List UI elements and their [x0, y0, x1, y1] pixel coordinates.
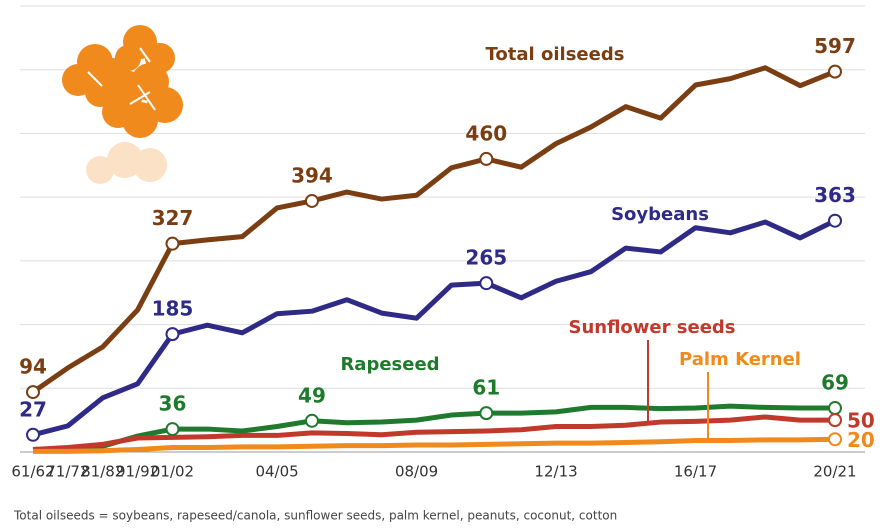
- point-marker: [26, 427, 40, 442]
- value-label: 49: [298, 383, 326, 407]
- point-marker: [304, 413, 319, 428]
- x-tick-label: 71/72: [46, 463, 89, 481]
- x-tick-label: 61/62: [11, 463, 54, 481]
- value-label: 94: [19, 355, 47, 379]
- point-marker: [479, 406, 494, 421]
- series-name: Rapeseed: [340, 354, 439, 375]
- point-marker: [828, 213, 842, 228]
- series-name: Sunflower seeds: [568, 317, 735, 338]
- value-label: 265: [465, 246, 507, 270]
- flower-logo: [62, 25, 183, 184]
- x-tick-label: 01/02: [151, 463, 194, 481]
- x-tick-label: 12/13: [534, 463, 577, 481]
- point-marker: [165, 327, 180, 342]
- series-line: [33, 436, 836, 454]
- value-label: 394: [291, 163, 333, 187]
- point-marker: [479, 276, 494, 291]
- value-label: 69: [821, 371, 849, 395]
- point-marker: [828, 432, 842, 447]
- value-label: 327: [152, 206, 194, 230]
- point-marker: [828, 64, 842, 79]
- series-line: [31, 65, 836, 395]
- point-marker: [828, 401, 842, 416]
- point-marker: [304, 193, 319, 208]
- series-line: [32, 414, 835, 452]
- x-tick-label: 08/09: [395, 463, 438, 481]
- series-name: Total oilseeds: [486, 44, 625, 65]
- point-marker: [479, 151, 494, 166]
- value-label: 61: [472, 376, 500, 400]
- value-label: 363: [814, 183, 856, 207]
- x-tick-label: 04/05: [255, 463, 298, 481]
- series-name: Soybeans: [611, 204, 709, 225]
- x-tick-label: 20/21: [813, 463, 856, 481]
- series-name: Palm Kernel: [679, 349, 801, 370]
- value-label: 27: [19, 397, 47, 421]
- value-label: 36: [159, 392, 187, 416]
- value-label: 597: [814, 34, 856, 58]
- point-marker: [828, 413, 842, 428]
- series-line: [32, 218, 837, 438]
- value-label: 20: [847, 428, 875, 452]
- x-tick-label: 81/82: [81, 463, 124, 481]
- value-label: 460: [465, 121, 507, 145]
- point-marker: [165, 422, 180, 437]
- value-label: 50: [847, 409, 875, 433]
- x-tick-label: 91/92: [116, 463, 159, 481]
- footnote: Total oilseeds = soybeans, rapeseed/cano…: [13, 509, 617, 523]
- value-label: 185: [152, 297, 194, 321]
- x-tick-label: 16/17: [674, 463, 717, 481]
- point-marker: [165, 236, 180, 251]
- point-marker: [26, 385, 40, 400]
